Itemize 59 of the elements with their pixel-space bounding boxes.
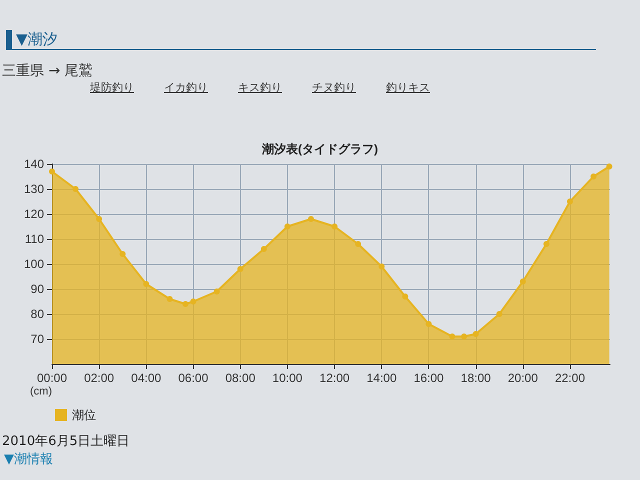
x-tick-label: 22:00 — [554, 371, 586, 385]
text: イカ釣り — [164, 81, 208, 94]
text: 堤防釣り — [90, 81, 134, 94]
text: 釣りキス — [386, 81, 430, 94]
point — [190, 298, 196, 304]
x-tick-label: 20:00 — [508, 371, 538, 385]
y-axis-title: (cm) — [30, 386, 52, 398]
point — [214, 288, 220, 294]
x-tick-label: 12:00 — [320, 371, 350, 385]
point — [543, 241, 550, 247]
point — [182, 301, 188, 307]
point — [260, 246, 267, 252]
point — [308, 216, 314, 222]
y-tick-label: 120 — [24, 207, 44, 221]
point — [461, 334, 468, 340]
text: ▼潮情報 — [4, 451, 53, 468]
x-tick-label: 02:00 — [84, 371, 114, 385]
point — [566, 198, 573, 204]
text: 三重県 → 尾鷲 — [2, 62, 93, 80]
text: ▼潮汐 — [6, 30, 596, 50]
text: チヌ釣り — [312, 81, 356, 94]
point — [590, 174, 597, 180]
point — [355, 241, 362, 247]
text: キス釣り — [238, 81, 282, 94]
point — [166, 296, 173, 302]
y-tick-label: 140 — [24, 157, 44, 171]
x-tick-label: 00:00 — [36, 371, 68, 385]
x-tick-label: 06:00 — [178, 371, 209, 385]
point — [332, 224, 338, 230]
point — [606, 164, 612, 170]
point — [426, 321, 432, 327]
point — [49, 168, 55, 174]
point — [520, 278, 526, 284]
y-tick-label: 110 — [24, 232, 44, 246]
point — [496, 311, 502, 317]
point — [72, 186, 79, 192]
point — [96, 216, 102, 222]
point — [284, 224, 290, 230]
x-tick-label: 16:00 — [414, 371, 444, 385]
legend-label: 潮位 — [72, 408, 96, 422]
point — [449, 334, 456, 340]
y-tick-label: 80 — [30, 307, 44, 321]
y-tick-label: 100 — [24, 257, 44, 271]
point — [143, 281, 150, 287]
text: 2010年6月5日土曜日 — [2, 433, 130, 450]
point — [120, 251, 126, 257]
x-tick-label: 14:00 — [366, 371, 397, 385]
y-tick-label: 90 — [30, 282, 44, 296]
x-tick-label: 10:00 — [272, 371, 303, 385]
point — [402, 294, 408, 300]
point — [472, 331, 479, 337]
chart-title: 潮汐表(タイドグラフ) — [261, 142, 378, 156]
y-tick-label: 130 — [24, 182, 44, 196]
y-tick-label: 70 — [30, 332, 44, 346]
point — [378, 264, 385, 270]
x-tick-label: 08:00 — [225, 371, 256, 385]
point — [237, 266, 244, 272]
x-tick-label: 18:00 — [460, 371, 492, 385]
x-tick-label: 04:00 — [131, 371, 162, 385]
